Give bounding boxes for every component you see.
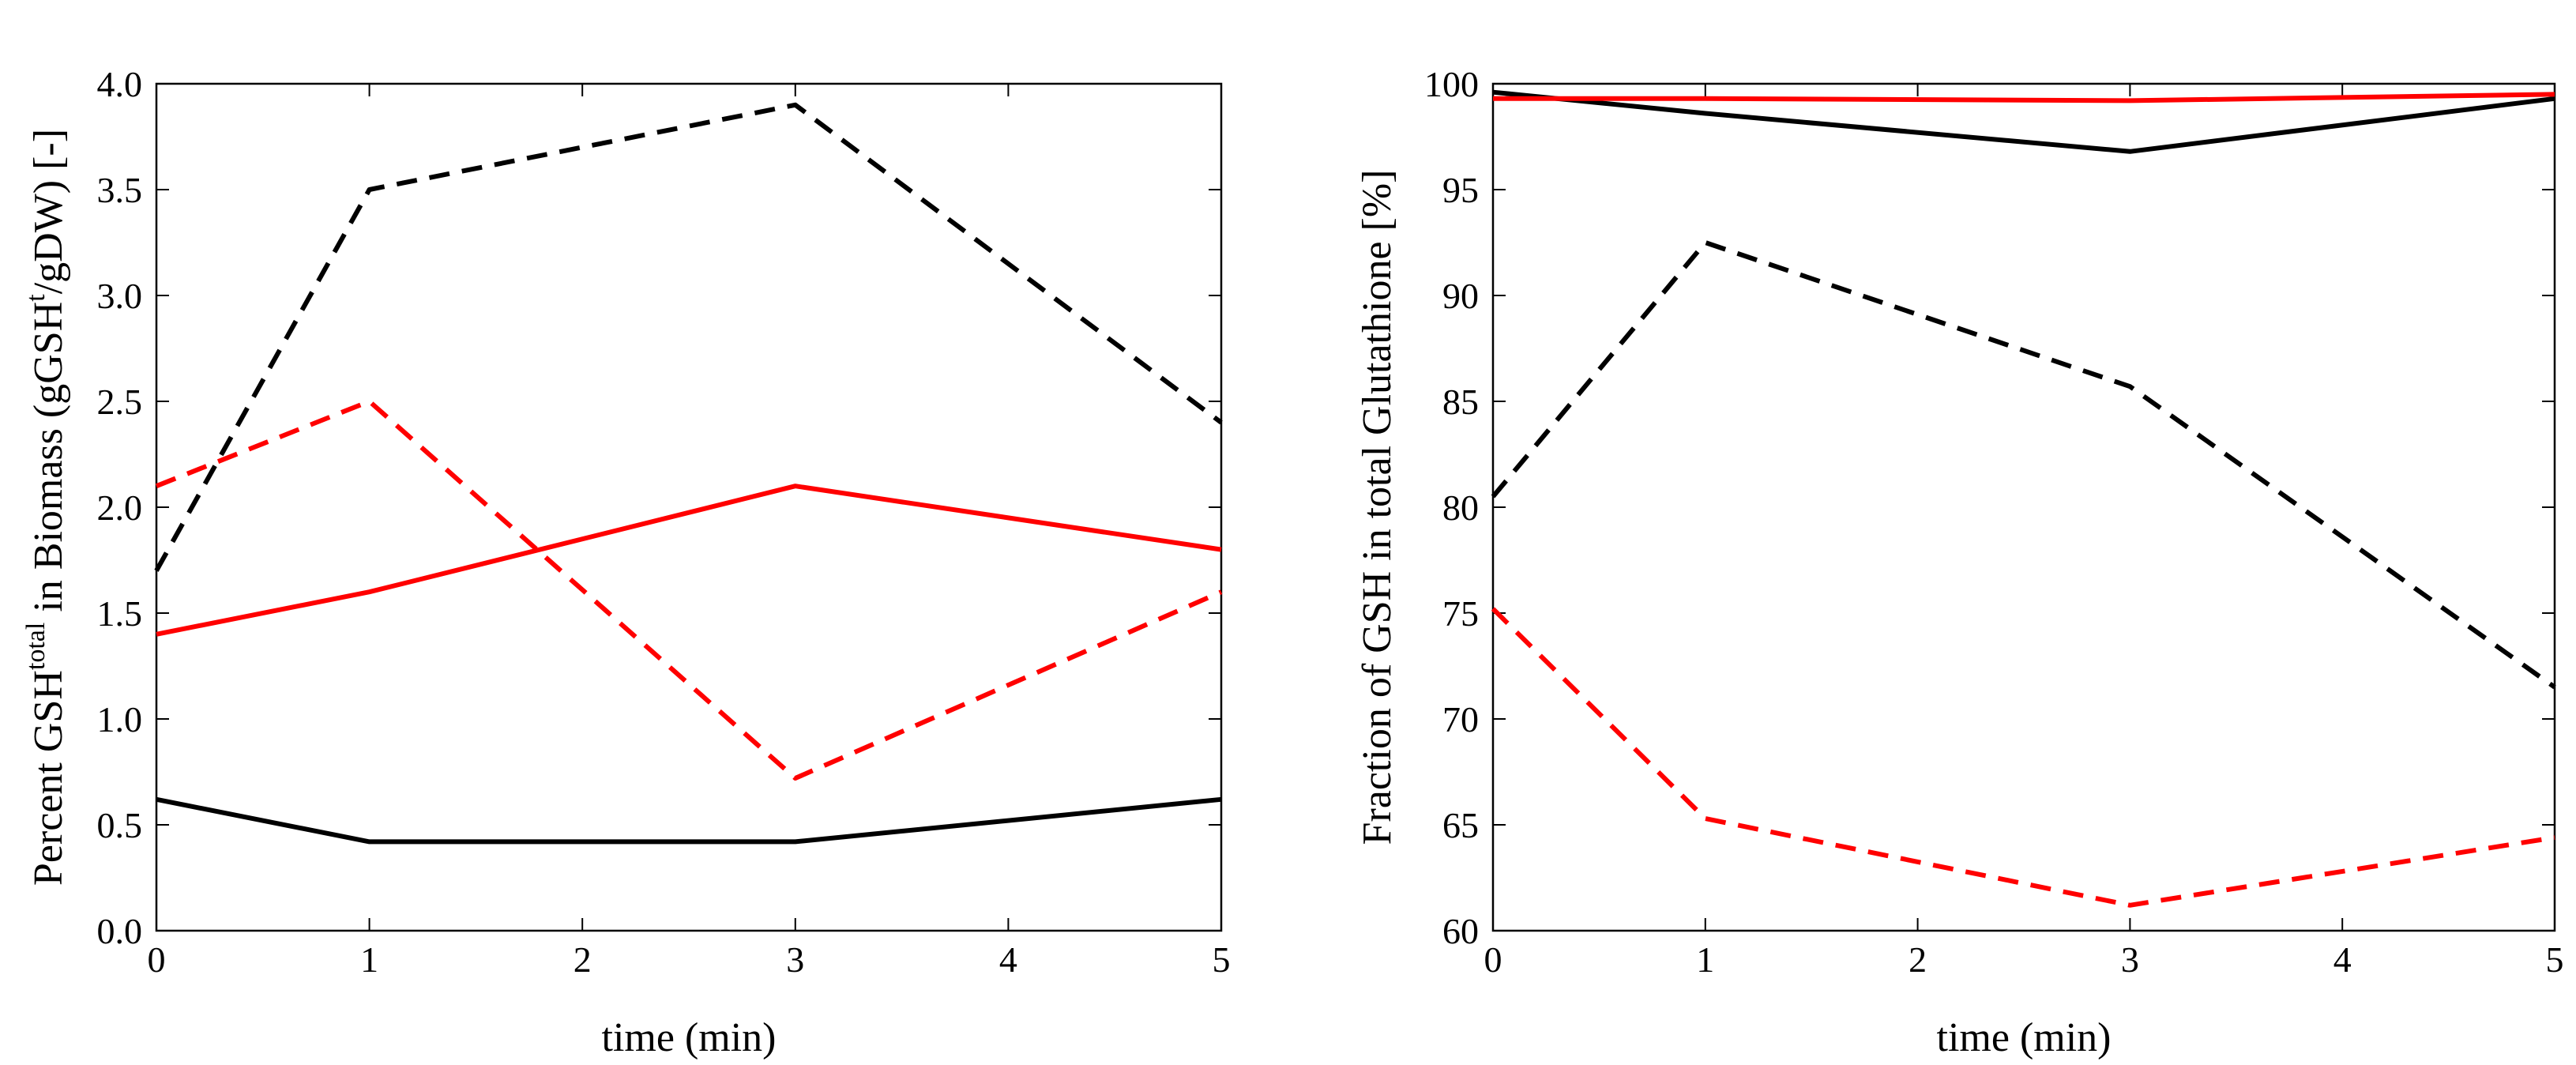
right-y-tick-label: 90: [1442, 276, 1479, 316]
left-y-tick-label: 1.5: [97, 593, 143, 634]
right-x-tick-label: 5: [2546, 939, 2564, 980]
left-x-tick-label: 0: [148, 939, 166, 980]
left-y-tick-label: 0.0: [97, 911, 143, 951]
right-series-red-solid: [1493, 92, 2555, 103]
left-x-tick-label: 3: [786, 939, 804, 980]
left-y-tick-label: 2.0: [97, 487, 143, 528]
right-x-tick-label: 1: [1696, 939, 1714, 980]
right-series-group: [1491, 89, 2556, 908]
left-y-tick-label: 3.5: [97, 170, 143, 210]
left-x-axis-label: time (min): [602, 1015, 777, 1060]
left-chart: 0 1 2 3 4 5 0.0 0.5 1.0 1.5 2.0 2.5 3.0 3.5 4.0 time (…: [21, 64, 1231, 1060]
right-tick-group: 0 1 2 3 4 5 60 65 70 75 80 85 90 95 100: [1424, 64, 2564, 980]
right-x-tick-label: 0: [1484, 939, 1502, 980]
right-y-tick-label: 70: [1442, 699, 1479, 739]
right-y-tick-label: 85: [1442, 382, 1479, 422]
right-y-tick-label: 80: [1442, 487, 1479, 528]
right-y-tick-label: 65: [1442, 805, 1479, 845]
right-x-tick-label: 3: [2121, 939, 2139, 980]
right-y-tick-label: 95: [1442, 170, 1479, 210]
left-x-tick-label: 4: [999, 939, 1017, 980]
left-plot-frame: [155, 82, 1223, 932]
right-series-black-dashed: [1491, 240, 2556, 690]
left-series-red-dashed: [155, 399, 1223, 781]
right-y-axis-label: Fraction of GSH in total Glutathione [%]: [1355, 170, 1400, 845]
left-y-tick-label: 2.5: [97, 382, 143, 422]
right-y-tick-label: 100: [1424, 64, 1479, 104]
left-tick-group: 0 1 2 3 4 5 0.0 0.5 1.0 1.5 2.0 2.5 3.0 3.5 4.0: [97, 64, 1231, 980]
right-plot-frame: [1491, 82, 2556, 932]
left-y-tick-label: 1.0: [97, 699, 143, 739]
right-x-tick-label: 4: [2333, 939, 2352, 980]
left-y-axis-label: Percent GSHtotal in Biomass (gGSHt/gDW) …: [21, 129, 71, 886]
left-y-tick-label: 0.5: [97, 805, 143, 845]
left-x-tick-label: 1: [360, 939, 378, 980]
right-series-red-dashed: [1491, 607, 2555, 908]
left-series-black-solid: [156, 796, 1222, 845]
right-x-tick-label: 2: [1908, 939, 1927, 980]
left-series-group: [154, 102, 1223, 845]
right-y-tick-label: 60: [1442, 911, 1479, 951]
right-chart: 0 1 2 3 4 5 60 65 70 75 80 85 90 95 100 time (min) Fra…: [1355, 64, 2564, 1060]
right-x-axis-label: time (min): [1937, 1015, 2112, 1060]
right-series-black-solid: [1492, 89, 2555, 154]
left-x-tick-label: 5: [1213, 939, 1231, 980]
left-x-tick-label: 2: [573, 939, 592, 980]
left-series-red-solid: [156, 484, 1222, 637]
left-y-tick-label: 3.0: [97, 276, 143, 316]
right-y-tick-label: 75: [1442, 593, 1479, 634]
left-y-tick-label: 4.0: [97, 64, 143, 104]
left-series-black-dashed: [154, 102, 1223, 572]
